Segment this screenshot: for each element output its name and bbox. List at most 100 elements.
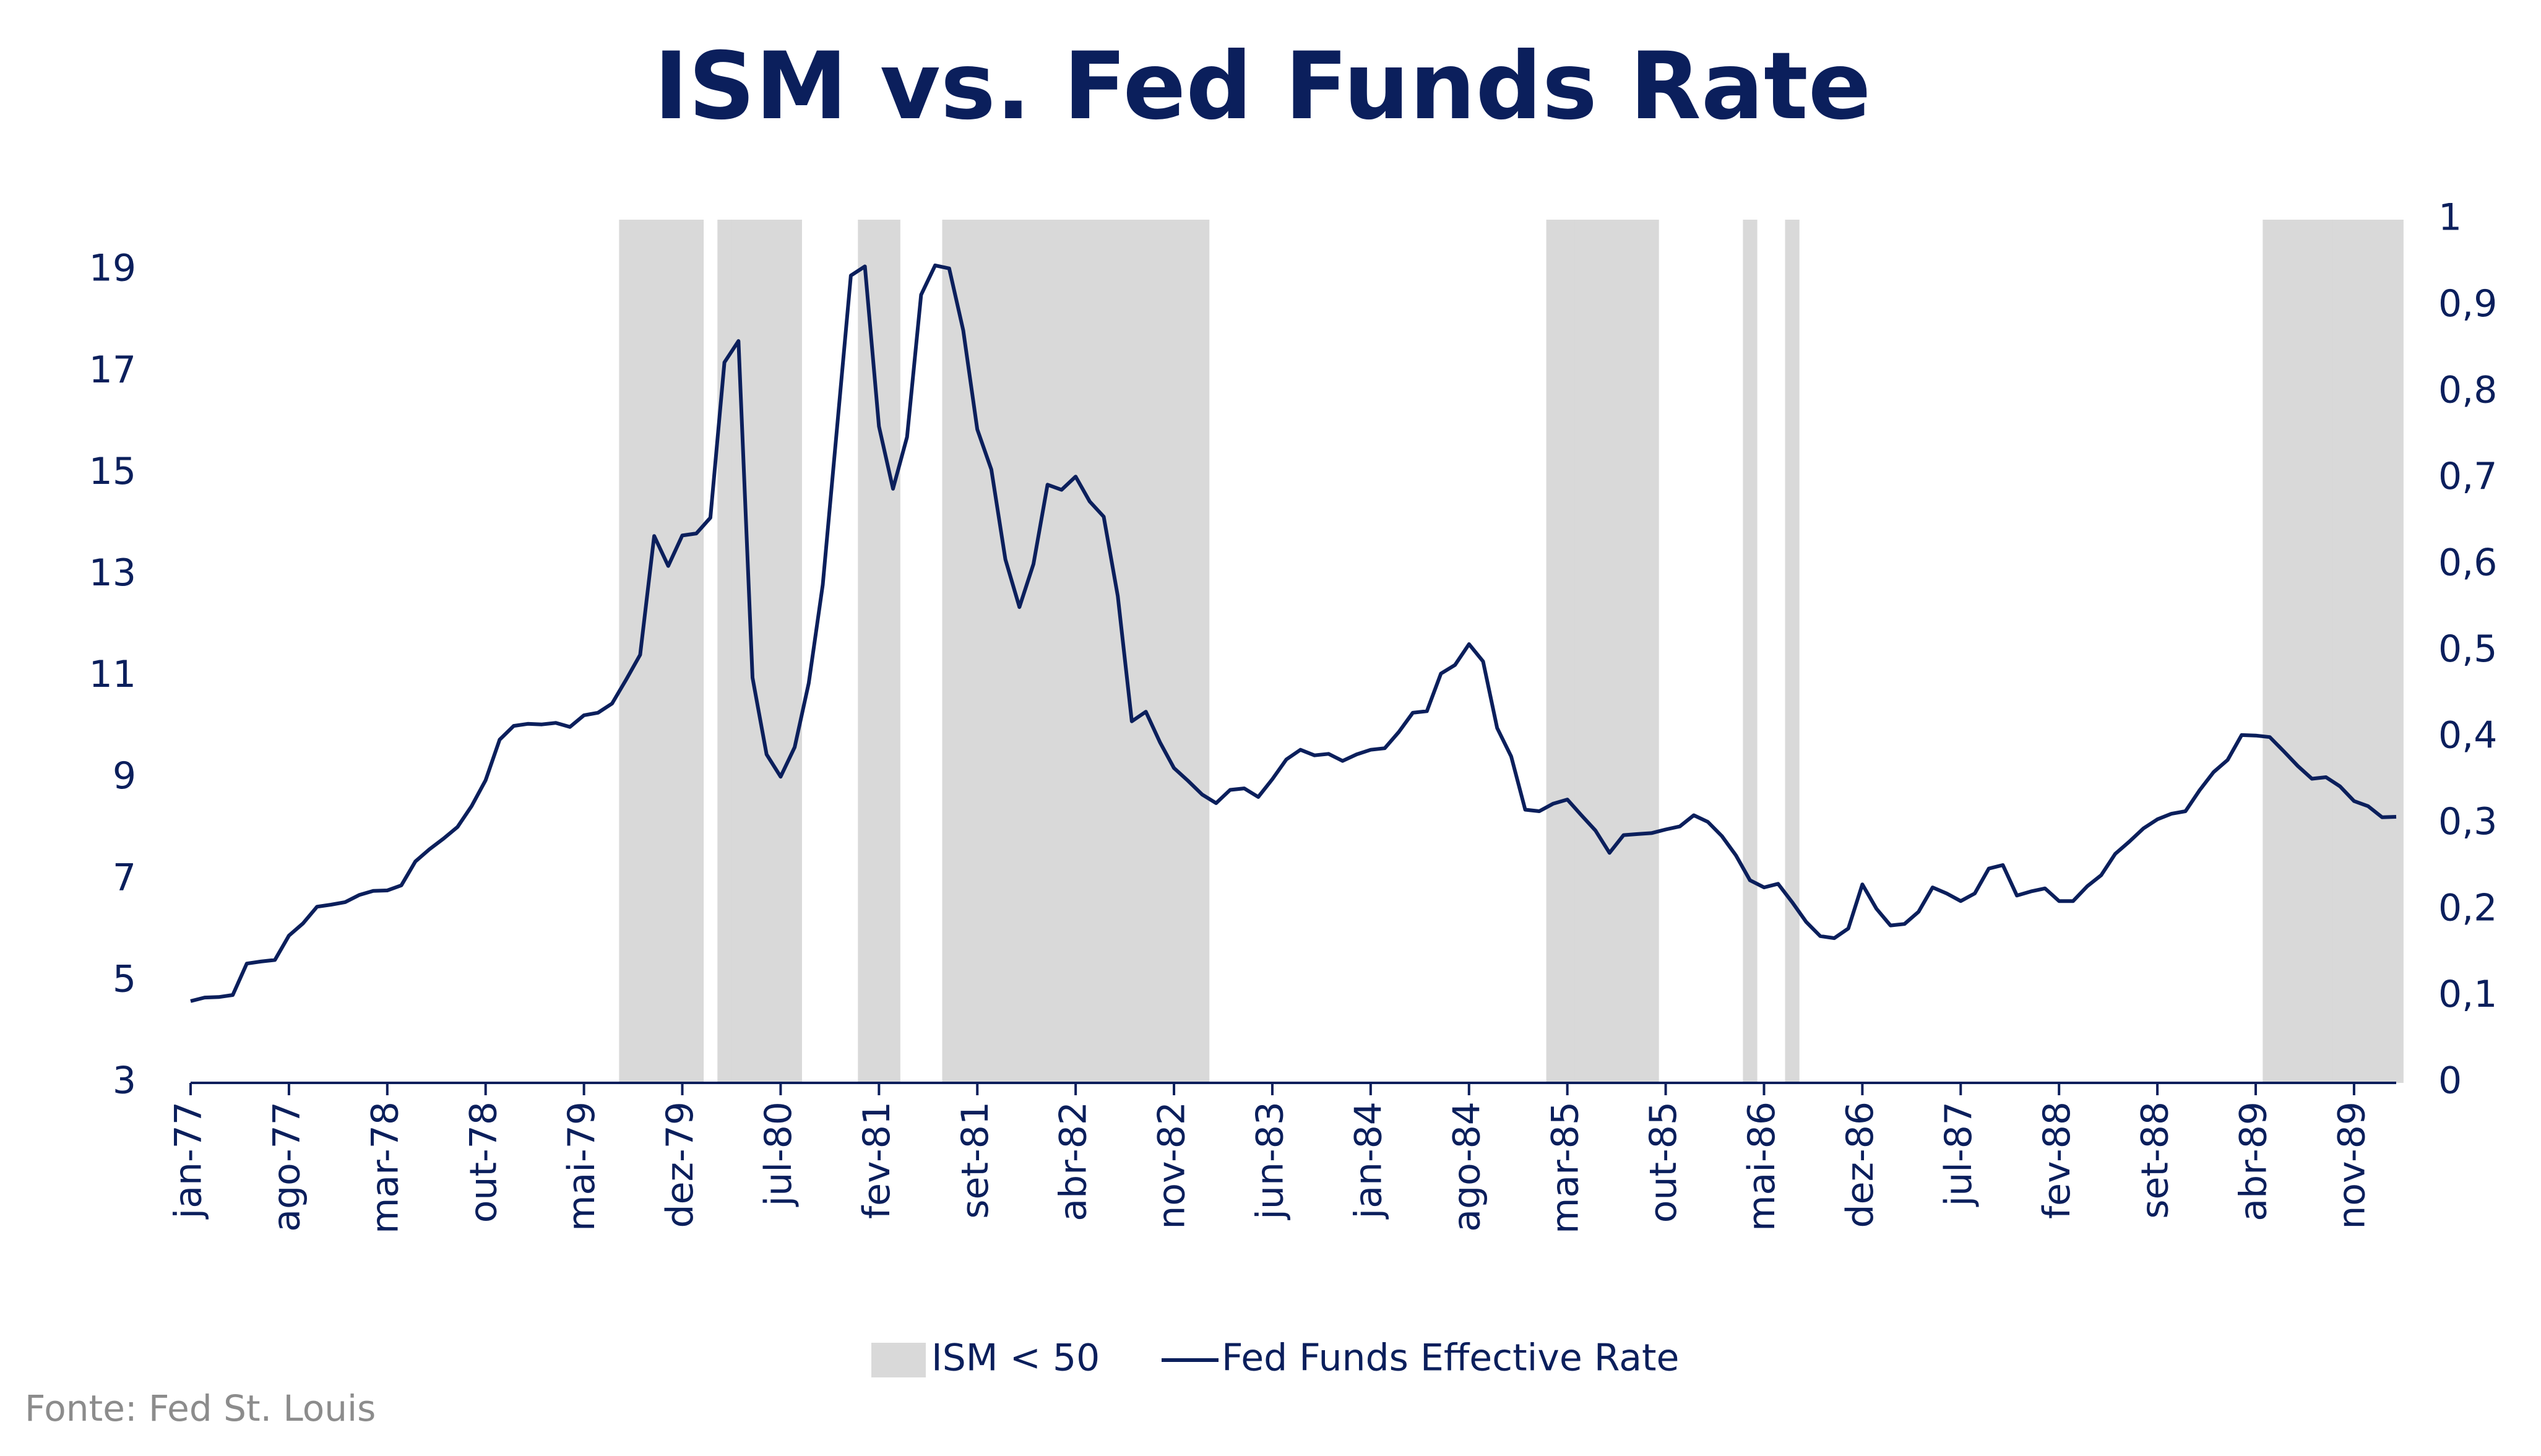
ism-bar (2290, 220, 2305, 1083)
x-tick-label: mar-85 (1543, 1101, 1587, 1234)
ism-bar (2319, 220, 2334, 1083)
y2-tick-label: 0,5 (2438, 627, 2497, 671)
ism-bar (1616, 220, 1631, 1083)
x-tick-label: dez-86 (1839, 1101, 1882, 1228)
ism-bar (984, 220, 999, 1083)
y2-tick-label: 0,8 (2438, 369, 2497, 412)
ism-bar (689, 220, 704, 1083)
y2-tick-label: 0,7 (2438, 455, 2497, 498)
y-tick-label: 9 (113, 754, 136, 798)
y-tick-label: 5 (113, 957, 136, 1001)
ism-bar (1630, 220, 1646, 1083)
rate-line (190, 263, 2397, 1003)
y-tick-label: 15 (89, 450, 136, 493)
ism-bar (1195, 220, 1210, 1083)
ism-bar (661, 220, 676, 1083)
x-tick-label: set-81 (954, 1101, 997, 1219)
ism-bar (619, 220, 634, 1083)
ism-bar (2347, 220, 2362, 1083)
x-tick-label: jul-87 (1937, 1101, 1980, 1207)
ism-bar (1546, 220, 1561, 1083)
source: Fonte: Fed St. Louis (25, 1387, 376, 1429)
y2-tick-label: 0,4 (2438, 714, 2497, 757)
ism-bar (1588, 220, 1603, 1083)
chart-title: ISM vs. Fed Funds Rate (654, 33, 1871, 140)
ism-bar (759, 220, 774, 1083)
x-tick-label: mai-86 (1740, 1101, 1784, 1231)
ism-bar (942, 220, 957, 1083)
y2-tick-label: 0,1 (2438, 973, 2497, 1016)
ism-bar (871, 220, 887, 1083)
ism-bar (2375, 220, 2390, 1083)
y2-tick-label: 0,3 (2438, 800, 2497, 843)
ism-bar (717, 220, 732, 1083)
ism-bar (1082, 220, 1097, 1083)
y-tick-label: 7 (113, 856, 136, 899)
x-tick-label: out-85 (1642, 1101, 1685, 1223)
ism-bar (2389, 220, 2404, 1083)
y-tick-label: 19 (89, 247, 136, 290)
x-tick-label: abr-89 (2232, 1101, 2276, 1221)
ism-bar (2332, 220, 2348, 1083)
x-tick-label: dez-79 (658, 1101, 702, 1228)
x-tick-label: ago-84 (1445, 1101, 1488, 1232)
ism-bar (1644, 220, 1659, 1083)
x-tick-label: fev-88 (2035, 1101, 2079, 1219)
ism-bar (675, 220, 690, 1083)
ism-bar (1012, 220, 1027, 1083)
y2-tick-label: 0 (2438, 1059, 2462, 1103)
ism-bar (2263, 220, 2277, 1083)
ism-bar (1124, 220, 1139, 1083)
legend-label: ISM < 50 (931, 1337, 1100, 1380)
ism-bar (956, 220, 971, 1083)
ism-bar (1055, 220, 1069, 1083)
x-tick-label: set-88 (2134, 1101, 2177, 1219)
ism-bar (1574, 220, 1589, 1083)
x-tick-label: mai-79 (560, 1101, 603, 1231)
x-tick-label: mar-78 (363, 1101, 407, 1234)
ism-bar (647, 220, 662, 1083)
ism-bar (2277, 220, 2292, 1083)
y2-tick-label: 1 (2438, 196, 2462, 239)
y-tick-label: 13 (89, 551, 136, 595)
ism-bar (1026, 220, 1041, 1083)
ism-bar (1743, 220, 1758, 1083)
ism-bar (1139, 220, 1154, 1083)
x-tick-label: jan-77 (167, 1101, 210, 1220)
ism-bar (1068, 220, 1083, 1083)
y2-tick-label: 0,2 (2438, 887, 2497, 930)
ism-bar (1181, 220, 1196, 1083)
x-tick-label: fev-81 (855, 1101, 899, 1219)
ism-bar (1602, 220, 1617, 1083)
y-tick-label: 17 (89, 348, 136, 392)
ism-bar (1785, 220, 1800, 1083)
ism-bar (858, 220, 873, 1083)
ism-bar (1152, 220, 1168, 1083)
ism-bar (1040, 220, 1055, 1083)
x-tick-label: out-78 (462, 1101, 505, 1223)
x-tick-label: jan-84 (1347, 1101, 1390, 1220)
legend-swatch (871, 1343, 926, 1377)
legend-label: Fed Funds Effective Rate (1222, 1337, 1679, 1380)
x-tick-label: nov-82 (1150, 1101, 1194, 1230)
ism-bar (886, 220, 900, 1083)
ism-bar (970, 220, 985, 1083)
ism-bar (998, 220, 1013, 1083)
ism-bar (774, 220, 788, 1083)
x-tick-label: abr-82 (1052, 1101, 1095, 1221)
x-tick-label: jun-83 (1249, 1101, 1292, 1221)
y2-tick-label: 0,6 (2438, 541, 2497, 585)
y-tick-label: 11 (89, 653, 136, 696)
x-tick-label: ago-77 (265, 1101, 308, 1232)
ism-bar (1560, 220, 1575, 1083)
ism-bar (2305, 220, 2319, 1083)
y2-tick-label: 0,9 (2438, 282, 2497, 325)
x-tick-label: jul-80 (757, 1101, 800, 1207)
ism-bar (787, 220, 802, 1083)
x-tick-label: nov-89 (2330, 1101, 2373, 1230)
ism-bar (1097, 220, 1111, 1083)
ism-bar (1110, 220, 1126, 1083)
ism-bar (2361, 220, 2376, 1083)
y-tick-label: 3 (113, 1059, 136, 1103)
